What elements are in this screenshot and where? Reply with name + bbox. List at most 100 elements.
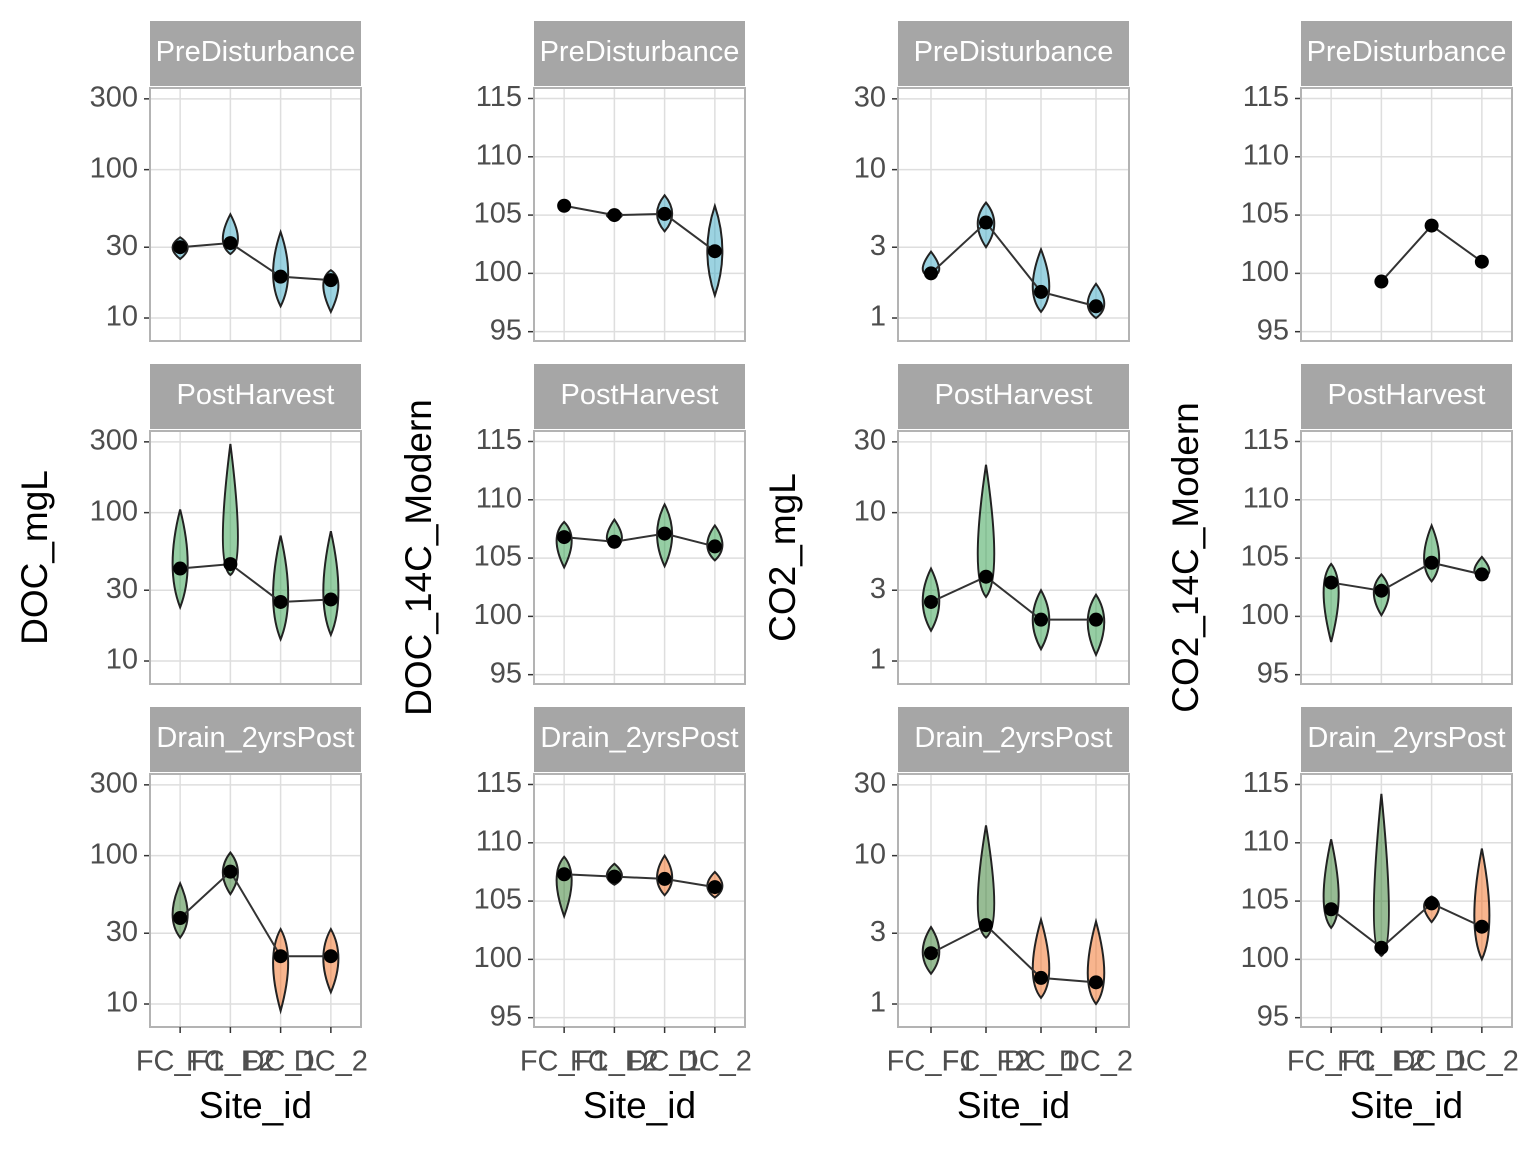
x-axis-title: Site_id [199,1085,312,1126]
violin [221,443,239,577]
mean-line [564,873,716,889]
strip-label: PostHarvest [1328,379,1486,411]
mean-line [930,575,1096,621]
mean-point [223,557,238,572]
panel-border [149,773,362,1028]
x-tick-label: DC_1 [1004,1046,1078,1078]
x-tick-label: DC_1 [244,1046,318,1078]
strip-label: PostHarvest [935,379,1093,411]
y-tick-label: 110 [476,482,522,514]
y-tick-label: 100 [90,152,138,184]
strip [1301,21,1512,86]
y-tick-label: 300 [90,768,138,800]
x-tick-label: DC_2 [1059,1046,1133,1078]
mean-line [1330,902,1483,950]
mean-point [1089,612,1103,627]
y-tick-label: 110 [476,139,522,171]
mean-point [557,530,572,545]
panel-border [1300,87,1513,342]
marks [171,850,340,1015]
y-tick-label: 110 [1243,139,1289,171]
y-tick-label: 100 [90,838,138,870]
y-tick-label: 105 [1241,541,1289,573]
y-tick-label: 110 [476,825,522,857]
marks [921,200,1106,320]
strip-label: PreDisturbance [540,36,740,68]
mean-point [1474,254,1489,269]
mean-point [1374,583,1389,598]
marks [921,464,1106,658]
panel-border [1300,430,1513,685]
x-tick-label: DC_2 [294,1046,368,1078]
y-tick-label: 115 [1243,81,1289,113]
mean-point [1374,940,1389,955]
strip-label: PreDisturbance [156,36,356,68]
x-axis-title: Site_id [583,1085,696,1126]
mean-point [1089,975,1103,990]
y-tick-label: 3 [870,230,886,262]
y-tick-label: 95 [1257,1000,1289,1032]
mean-point [173,240,188,255]
violin [272,228,290,309]
violin [322,530,340,638]
mean-line [930,221,1097,308]
mean-point [657,206,672,221]
mean-point [223,236,238,251]
y-tick-label: 95 [490,314,522,346]
y-tick-label: 100 [1241,599,1289,631]
mean-point [924,594,938,609]
y-tick-label: 300 [90,82,138,114]
y-tick-label: 10 [854,838,886,870]
y-tick-label: 100 [1241,942,1289,974]
y-tick-label: 105 [474,198,522,230]
strip-label: PreDisturbance [914,36,1114,68]
y-axis-title: CO2_mgL [762,473,803,642]
violin [976,464,996,599]
y-tick-label: 10 [854,152,886,184]
y-tick-label: 95 [490,657,522,689]
mean-point [607,208,622,223]
x-tick-label: FC_F1 [520,1046,609,1078]
strip [1301,707,1512,772]
y-tick-label: 10 [106,987,138,1019]
y-tick-label: 95 [490,1000,522,1032]
mean-point [1374,274,1389,289]
y-tick-label: 3 [870,573,886,605]
strip [534,364,745,429]
y-tick-label: 115 [1243,767,1289,799]
mean-point [323,949,338,964]
x-tick-label: FC_F1 [1287,1046,1376,1078]
marks [171,443,340,643]
strip-label: PostHarvest [177,379,335,411]
panel-border [897,430,1130,685]
y-tick-label: 30 [106,230,138,262]
y-tick-label: 30 [854,425,886,457]
y-tick-label: 105 [474,884,522,916]
y-tick-label: 100 [474,599,522,631]
violin [272,535,290,643]
y-tick-label: 100 [474,942,522,974]
mean-point [323,592,338,607]
strip-label: Drain_2yrsPost [540,722,738,754]
x-tick-label: FC_F1 [136,1046,225,1078]
strip-label: Drain_2yrsPost [156,722,354,754]
mean-line [180,563,331,603]
mean-point [1034,612,1048,627]
panel-border [149,430,362,685]
mean-point [557,867,572,882]
mean-line [179,870,331,958]
mean-line [564,532,716,548]
mean-point [1424,896,1439,911]
mean-point [1089,299,1103,314]
x-tick-label: FC_F2 [570,1046,659,1078]
marks [171,212,340,315]
mean-point [323,273,338,288]
y-tick-label: 30 [854,82,886,114]
y-tick-label: 30 [106,916,138,948]
x-tick-label: FC_F2 [1337,1046,1426,1078]
mean-point [607,869,622,884]
y-tick-label: 10 [106,644,138,676]
strip [150,21,361,86]
strip-label: PreDisturbance [1307,36,1507,68]
